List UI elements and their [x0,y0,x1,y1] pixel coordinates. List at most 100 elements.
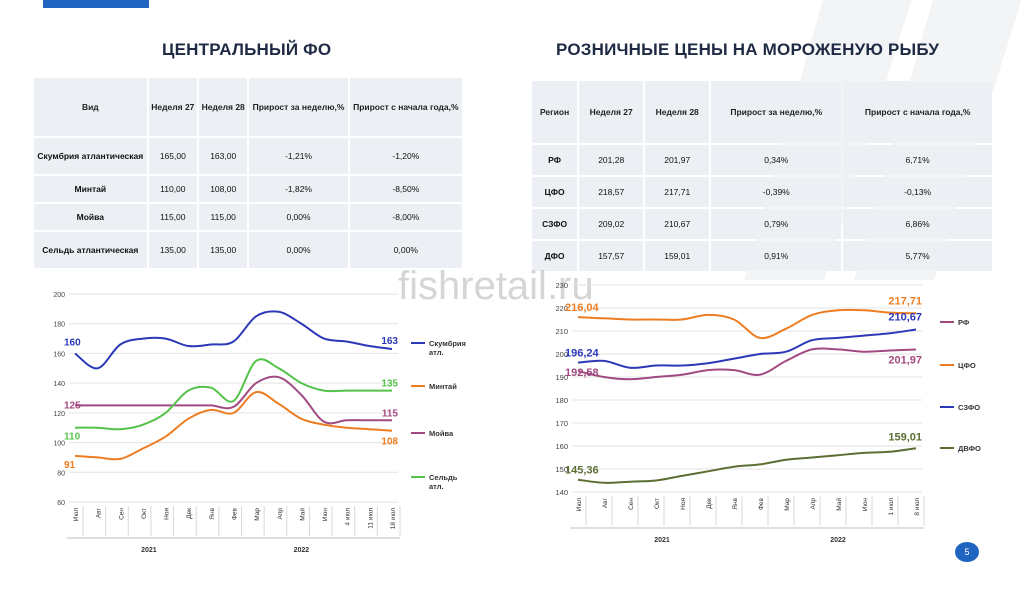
year-label: 2021 [141,547,157,552]
table-row: СЗФО 209,02 210,67 0,79% 6,86% [532,209,992,239]
y-tick-label: 180 [53,322,65,329]
year-label: 2021 [654,537,670,544]
y-tick-label: 200 [53,292,65,299]
legend-label: Скумбрия [429,339,466,348]
table-cell: 157,57 [579,241,644,271]
table-row: ДФО 157,57 159,01 0,91% 5,77% [532,241,992,271]
x-tick-label: Авг [96,507,103,518]
table-cell: -8,50% [349,176,462,202]
x-tick-label: Дек [706,498,713,509]
y-tick-label: 180 [555,396,568,405]
x-tick-label: Окт [654,498,661,509]
x-tick-label: Июн [862,498,869,512]
data-label: 110 [64,432,81,443]
data-label: 91 [64,460,76,471]
y-tick-label: 160 [555,442,568,451]
year-label: 2022 [294,547,310,552]
table-cell: 110,00 [148,176,198,202]
table-header: Неделя 28 [199,78,248,136]
table-cell: 0,79% [711,209,842,239]
table-row: Скумбрия атлантическая 165,00 163,00 -1,… [34,138,462,174]
table-cell: Минтай [34,176,147,202]
x-tick-label: Апр [277,508,284,520]
region-price-table: Регион Неделя 27 Неделя 28 Прирост за не… [530,79,994,273]
y-tick-label: 60 [57,500,65,507]
table-cell: -1,20% [349,138,462,174]
x-tick-label: Янв [209,507,216,519]
data-label: 160 [64,337,81,348]
data-label: 201,97 [888,354,922,366]
species-price-table: Вид Неделя 27 Неделя 28 Прирост за недел… [32,76,464,270]
data-label: 135 [381,379,398,390]
data-label: 163 [381,336,398,347]
x-tick-label: Ноя [164,508,171,520]
table-cell: 201,28 [579,145,644,175]
table-cell: 0,00% [349,232,462,268]
table-cell: 165,00 [148,138,198,174]
legend-label: РФ [958,318,970,327]
table-header: Вид [34,78,147,136]
y-tick-label: 80 [57,470,65,477]
data-label: 217,71 [888,295,922,307]
table-cell: 6,71% [843,145,992,175]
series-line [74,310,393,370]
table-cell: 0,00% [249,232,348,268]
x-tick-label: Апр [810,498,817,510]
legend-label: атл. [429,348,444,357]
data-label: 115 [382,408,399,419]
x-tick-label: Сен [628,498,635,510]
page-number: 5 [955,542,979,562]
left-title: ЦЕНТРАЛЬНЫЙ ФО [162,40,332,59]
table-cell: 5,77% [843,241,992,271]
table-cell: 135,00 [148,232,198,268]
table-cell: -0,13% [843,177,992,207]
data-label: 196,24 [565,348,600,360]
y-tick-label: 140 [555,488,568,497]
x-tick-label: Авг [602,497,609,508]
table-header: Неделя 27 [579,81,644,143]
table-cell: Мойва [34,204,147,230]
year-label: 2022 [830,537,846,544]
data-label: 216,04 [565,302,600,314]
table-header: Прирост с начала года,% [843,81,992,143]
region-price-chart: 140 150 160 170 180 190 200 210 220 230 Июл Авг Сен О… [530,278,1000,548]
table-cell: 115,00 [148,204,198,230]
table-cell: -1,82% [249,176,348,202]
y-tick-label: 120 [53,411,65,418]
table-cell: 0,00% [249,204,348,230]
series-line [577,347,917,381]
data-label: 108 [381,437,398,448]
table-cell: 210,67 [645,209,710,239]
right-title: РОЗНИЧНЫЕ ЦЕНЫ НА МОРОЖЕНУЮ РЫБУ [556,40,940,59]
data-label: 145,36 [565,465,599,477]
data-label: 210,67 [888,311,922,323]
y-tick-label: 190 [555,373,568,382]
legend-label: Минтай [429,382,457,391]
table-header: Неделя 27 [148,78,198,136]
y-tick-label: 170 [555,419,568,428]
x-tick-label: 8 июл [914,498,921,516]
species-price-chart: 60 80 100 120 140 160 180 200 Июл Авг Сен Окт Ноя Дек… [30,284,500,552]
table-cell: ДФО [532,241,578,271]
x-tick-label: Мар [254,508,261,521]
y-tick-label: 200 [555,350,568,359]
y-tick-label: 220 [555,304,568,313]
y-tick-label: 150 [555,465,568,474]
x-tick-label: Окт [141,508,148,519]
table-cell: -8,00% [349,204,462,230]
x-tick-label: Фев [232,507,239,520]
table-cell: 0,91% [711,241,842,271]
x-tick-label: Фев [758,497,765,510]
table-row: ЦФО 218,57 217,71 -0,39% -0,13% [532,177,992,207]
x-tick-label: Мар [784,498,791,511]
data-label: 125 [64,400,81,411]
table-cell: 135,00 [199,232,248,268]
series-line [74,390,393,461]
x-tick-label: 18 июл [390,508,397,529]
table-header: Неделя 28 [645,81,710,143]
table-cell: 209,02 [579,209,644,239]
x-tick-label: Май [835,498,843,511]
x-tick-label: 11 июл [367,508,374,529]
table-cell: -0,39% [711,177,842,207]
table-row: РФ 201,28 201,97 0,34% 6,71% [532,145,992,175]
